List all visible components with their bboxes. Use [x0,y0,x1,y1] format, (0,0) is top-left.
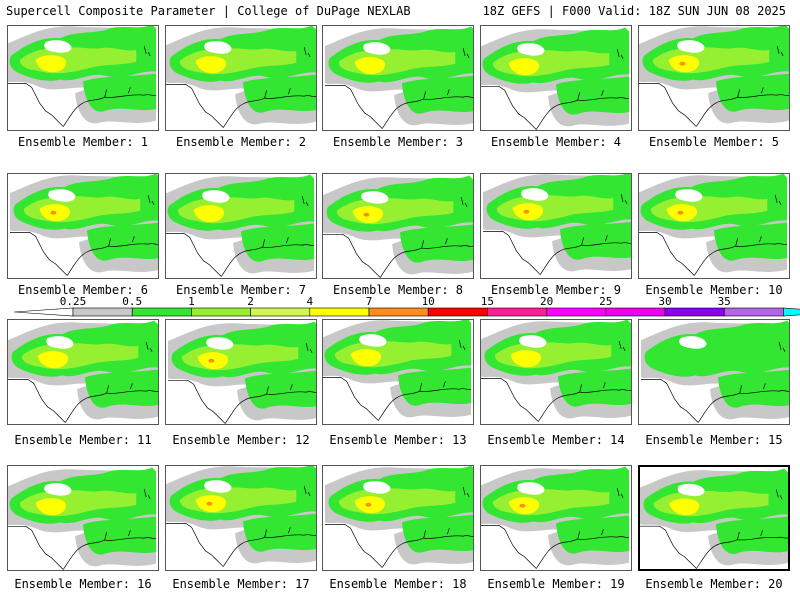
scp-field-map [167,321,316,424]
scp-field-map [482,174,631,275]
scp-field-map [481,27,630,130]
ensemble-member-label: Ensemble Member: 4 [490,135,622,149]
ensemble-member-label: Ensemble Member: 20 [645,577,783,591]
ensemble-member-map[interactable] [480,319,632,425]
colorbar-segment [487,307,547,317]
scp-field-map [8,467,157,570]
scp-field-map [640,320,789,423]
ensemble-member-label: Ensemble Member: 9 [490,283,622,297]
scp-field-map [481,320,631,422]
scp-field-map [481,466,630,569]
ensemble-member-label: Ensemble Member: 6 [17,283,149,297]
colorbar-tick-label: 20 [540,295,553,308]
ensemble-member-label: Ensemble Member: 2 [175,135,307,149]
ensemble-member-label: Ensemble Member: 14 [487,433,625,447]
colorbar-segment [546,307,607,317]
ensemble-member-map[interactable] [480,173,632,279]
ensemble-member-map[interactable] [480,465,632,571]
scp-field-map [9,174,158,276]
colorbar-segment [309,307,370,317]
ensemble-member-map[interactable] [165,319,317,425]
ensemble-member-map[interactable] [7,25,159,131]
ensemble-member-map[interactable] [638,465,790,571]
ensemble-member-map[interactable] [7,173,159,279]
ensemble-member-label: Ensemble Member: 1 [17,135,149,149]
ensemble-member-map[interactable] [638,319,790,425]
ensemble-member-map[interactable] [322,465,474,571]
ensemble-member-map[interactable] [7,319,159,425]
colorbar-segment [723,307,784,317]
colorbar-segment [605,307,666,317]
colorbar-tick-label: 7 [366,295,373,308]
colorbar-tick-label: 1 [188,295,195,308]
ensemble-member-map[interactable] [638,173,790,279]
colorbar-segment [191,307,251,317]
colorbar-segment [72,307,133,317]
colorbar-segment [664,307,725,317]
ensemble-member-map[interactable] [7,465,159,571]
ensemble-member-label: Ensemble Member: 18 [329,577,467,591]
scp-field-map [8,320,158,423]
scp-field-map [324,26,473,129]
scp-field-map [323,320,472,421]
ensemble-member-map[interactable] [322,319,474,425]
colorbar-segment [368,307,429,317]
colorbar-tick-label: 4 [306,295,313,308]
ensemble-member-label: Ensemble Member: 8 [332,283,464,297]
colorbar-tick-label: 30 [658,295,671,308]
ensemble-member-label: Ensemble Member: 5 [648,135,780,149]
scp-field-map [324,466,473,568]
scp-field-map [8,26,157,127]
scp-field-map [639,174,788,276]
colorbar-tick-label: 2 [247,295,254,308]
colorbar-tick-label: 10 [422,295,435,308]
colorbar-tick-label: 25 [599,295,612,308]
ensemble-member-label: Ensemble Member: 11 [14,433,152,447]
run-info: 18Z GEFS | F000 Valid: 18Z SUN JUN 08 20… [482,4,786,18]
ensemble-member-map[interactable] [165,465,317,571]
colorbar-high-arrow [783,307,800,317]
ensemble-member-label: Ensemble Member: 17 [172,577,310,591]
colorbar-low-arrow [13,307,74,317]
ensemble-member-map[interactable] [480,25,632,131]
ensemble-member-label: Ensemble Member: 15 [645,433,783,447]
scp-field-map [639,26,789,127]
ensemble-member-map[interactable] [322,173,474,279]
colorbar-segment [131,307,192,317]
ensemble-member-label: Ensemble Member: 19 [487,577,625,591]
ensemble-member-map[interactable] [165,25,317,131]
page-title: Supercell Composite Parameter | College … [6,4,411,18]
colorbar-segment [250,307,311,317]
colorbar-tick-label: 0.25 [60,295,87,308]
ensemble-member-map[interactable] [322,25,474,131]
ensemble-member-label: Ensemble Member: 10 [645,283,783,297]
scp-field-map [323,175,473,278]
scp-field-map [166,466,316,567]
ensemble-member-label: Ensemble Member: 16 [14,577,152,591]
ensemble-member-map[interactable] [165,173,317,279]
colorbar-tick-label: 15 [481,295,494,308]
ensemble-member-label: Ensemble Member: 7 [175,283,307,297]
ensemble-member-map[interactable] [638,25,790,131]
scp-field-map [166,26,316,128]
ensemble-member-label: Ensemble Member: 12 [172,433,310,447]
colorbar-legend: 0.25 0.5 1 2 4 7 10 15 20 25 30 35 [13,295,800,317]
colorbar-tick-label: 0.5 [122,295,142,308]
colorbar-tick-label: 35 [718,295,731,308]
scp-field-map [166,174,315,277]
ensemble-member-label: Ensemble Member: 13 [329,433,467,447]
scp-field-map [640,468,788,569]
ensemble-member-label: Ensemble Member: 3 [332,135,464,149]
colorbar-segment [427,307,488,317]
